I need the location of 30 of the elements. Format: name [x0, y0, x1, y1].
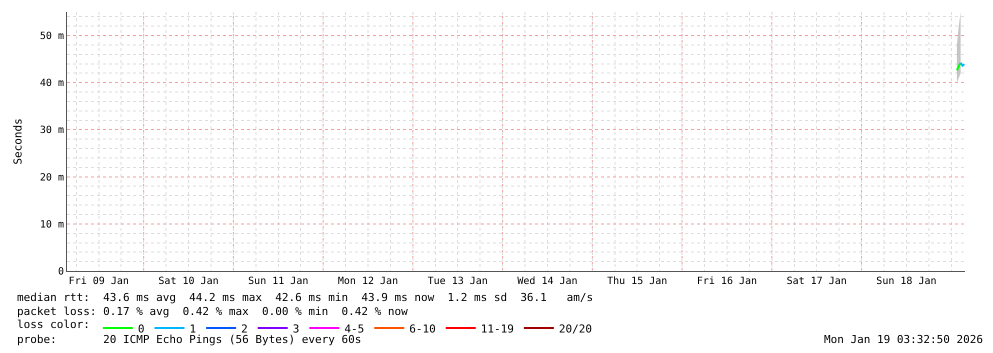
legend-label: 11-19 — [480, 322, 514, 336]
legend-label: 1 — [189, 322, 196, 336]
x-tick-label: Wed 14 Jan — [517, 276, 578, 287]
legend-title: loss color: — [17, 318, 90, 331]
y-tick-label: 50 m — [40, 31, 64, 42]
x-tick-label: Sat 10 Jan — [158, 276, 219, 287]
legend-label: 20/20 — [558, 322, 592, 336]
y-tick-label: 20 m — [40, 172, 64, 184]
y-tick-label: 0 — [58, 266, 64, 278]
y-tick-label: 40 m — [40, 78, 64, 90]
text: Mon Jan 19 03:32:50 2026 — [824, 333, 983, 346]
x-tick-label: Thu 15 Jan — [607, 276, 668, 287]
legend-label: 0 — [138, 322, 144, 336]
legend-label: 2 — [241, 322, 248, 336]
x-tick-label: Sat 17 Jan — [786, 276, 847, 287]
y-tick-label: 30 m — [40, 125, 64, 136]
text: packet loss: 0.17 % avg 0.42 % max 0.00 % min 0.42 % now — [17, 305, 408, 318]
x-tick-label: Fri 09 Jan — [68, 276, 129, 287]
y-tick-label: 10 m — [40, 219, 64, 230]
legend-label: 6-10 — [409, 322, 436, 336]
y-axis-title: Seconds — [12, 118, 25, 165]
x-tick-label: Sun 11 Jan — [248, 276, 308, 287]
x-tick-label: Tue 13 Jan — [428, 276, 488, 287]
x-tick-label: Sun 18 Jan — [876, 276, 937, 287]
x-tick-label: Mon 12 Jan — [338, 276, 398, 287]
text: probe: 20 ICMP Echo Pings (56 Bytes) every 60s — [17, 333, 362, 346]
legend-label: 3 — [292, 322, 300, 336]
x-tick-label: Fri 16 Jan — [696, 276, 758, 287]
legend-label: 4-5 — [344, 322, 364, 336]
text: median rtt: 43.6 ms avg 44.2 ms max 42.6 ms min 43.9 ms now 1.2 ms sd 36.1 am/s — [17, 291, 594, 304]
